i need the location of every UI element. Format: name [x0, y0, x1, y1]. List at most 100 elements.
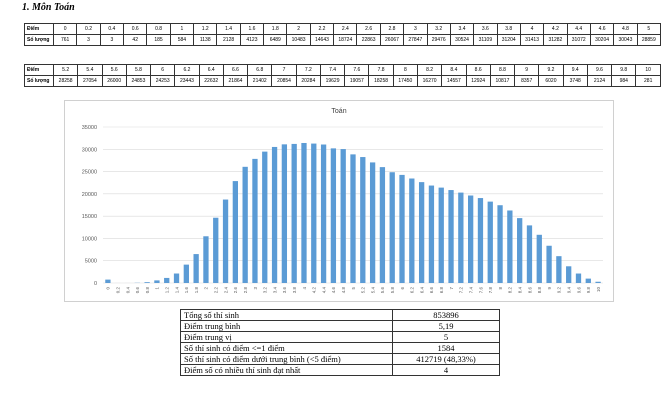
- y-tick-label: 5000: [85, 259, 97, 265]
- x-tick-label: 5.4: [370, 287, 375, 294]
- cell: 2.6: [356, 23, 381, 35]
- cell: 1.8: [263, 23, 288, 35]
- cell: 3: [403, 23, 428, 35]
- row-label: Số lượng: [24, 34, 54, 46]
- cell: 22863: [356, 34, 381, 46]
- bar: [379, 167, 386, 283]
- cell: 28859: [636, 34, 662, 46]
- cell: 3.2: [426, 23, 451, 35]
- cell: 4.6: [589, 23, 615, 35]
- x-tick-label: 6: [400, 287, 405, 290]
- x-tick-label: 6.4: [419, 287, 424, 294]
- cell: 5.2: [52, 64, 79, 76]
- table-row: Tổng số thí sinh 853896: [180, 309, 500, 321]
- bar: [595, 281, 601, 283]
- cell: 19629: [319, 75, 346, 87]
- x-tick-label: 2.2: [214, 287, 219, 294]
- x-tick-label: 0.4: [125, 287, 130, 294]
- cell: 3: [76, 34, 101, 46]
- cell: 761: [52, 34, 78, 46]
- x-tick-label: 4.4: [321, 287, 326, 294]
- bar: [271, 146, 278, 283]
- x-tick-label: 4.8: [341, 287, 346, 294]
- cell: 18258: [368, 75, 394, 87]
- x-tick-label: 2.8: [243, 287, 248, 294]
- table-row: Điểm số có nhiều thí sinh đạt nhất 4: [180, 364, 500, 376]
- x-tick-label: 9.6: [576, 287, 581, 294]
- x-tick-label: 7.6: [478, 287, 483, 294]
- x-tick-label: 4.6: [331, 287, 336, 294]
- x-tick-label: 8.2: [508, 287, 513, 294]
- value-cell: 1584: [392, 342, 500, 354]
- cell: 31282: [543, 34, 568, 46]
- cell: 1: [169, 23, 195, 35]
- x-tick-label: 3: [253, 287, 258, 290]
- bar: [399, 174, 405, 283]
- x-tick-label: 10: [596, 287, 601, 293]
- x-tick-label: 4: [302, 287, 307, 290]
- cell: 6.4: [198, 64, 224, 76]
- bar: [262, 151, 268, 283]
- bar: [311, 143, 317, 283]
- row-label: Điểm: [24, 23, 54, 35]
- chart-title: Toán: [331, 108, 346, 115]
- bar: [164, 277, 170, 283]
- cell: 21864: [222, 75, 249, 87]
- cell: 1.2: [193, 23, 218, 35]
- cell: 4: [519, 23, 545, 35]
- x-tick-label: 9: [547, 287, 552, 290]
- cell: 7: [271, 64, 297, 76]
- label-cell: Tổng số thí sinh: [180, 309, 393, 321]
- y-tick-label: 30000: [82, 147, 97, 153]
- cell: 29476: [426, 34, 451, 46]
- cell: 9.4: [562, 64, 588, 76]
- cell: 24253: [150, 75, 176, 87]
- x-tick-label: 6.8: [439, 287, 444, 294]
- cell: 23443: [174, 75, 200, 87]
- chart: Toán 0 5000 10000 15000 20000 25000 30000 35000…: [64, 100, 614, 302]
- cell: 3.8: [496, 23, 521, 35]
- cell: 10817: [489, 75, 516, 87]
- bar: [281, 144, 288, 283]
- y-tick-label: 0: [94, 281, 97, 287]
- cell: 2128: [216, 34, 241, 46]
- value-cell: 412719 (48,33%): [392, 353, 500, 365]
- cell: 31413: [519, 34, 545, 46]
- cell: 281: [635, 75, 661, 87]
- x-tick-label: 6.2: [410, 287, 415, 294]
- cell: 26067: [379, 34, 405, 46]
- cell: 9.2: [538, 64, 564, 76]
- cell: 3: [99, 34, 125, 46]
- cell: 31072: [566, 34, 591, 46]
- cell: 1.6: [239, 23, 265, 35]
- x-tick-label: 0.8: [145, 287, 150, 294]
- cell: 14643: [309, 34, 335, 46]
- cell: 9.6: [586, 64, 613, 76]
- bar: [350, 154, 356, 283]
- x-tick-label: 8.8: [537, 287, 542, 294]
- cell: 984: [611, 75, 637, 87]
- x-tick-label: 7.8: [488, 287, 493, 294]
- cell: 6020: [538, 75, 564, 87]
- bar: [183, 264, 189, 283]
- x-tick-label: 6.6: [429, 287, 434, 294]
- row-label: Điểm: [24, 64, 54, 76]
- x-tick-label: 5.2: [361, 287, 366, 294]
- x-tick-label: 1.6: [184, 287, 189, 294]
- cell: 18724: [333, 34, 358, 46]
- x-tick-label: 3.2: [263, 287, 268, 294]
- bar: [517, 218, 523, 283]
- bar: [320, 144, 327, 283]
- bar: [536, 234, 542, 283]
- cell: 4.4: [566, 23, 591, 35]
- bar: [222, 199, 229, 283]
- cell: 8357: [514, 75, 540, 87]
- cell: 2124: [586, 75, 613, 87]
- cell: 2.8: [379, 23, 405, 35]
- x-tick-label: 2: [204, 287, 209, 290]
- cell: 0: [52, 23, 78, 35]
- cell: 14557: [441, 75, 467, 87]
- y-tick-label: 35000: [82, 125, 97, 131]
- y-tick-label: 15000: [82, 214, 97, 220]
